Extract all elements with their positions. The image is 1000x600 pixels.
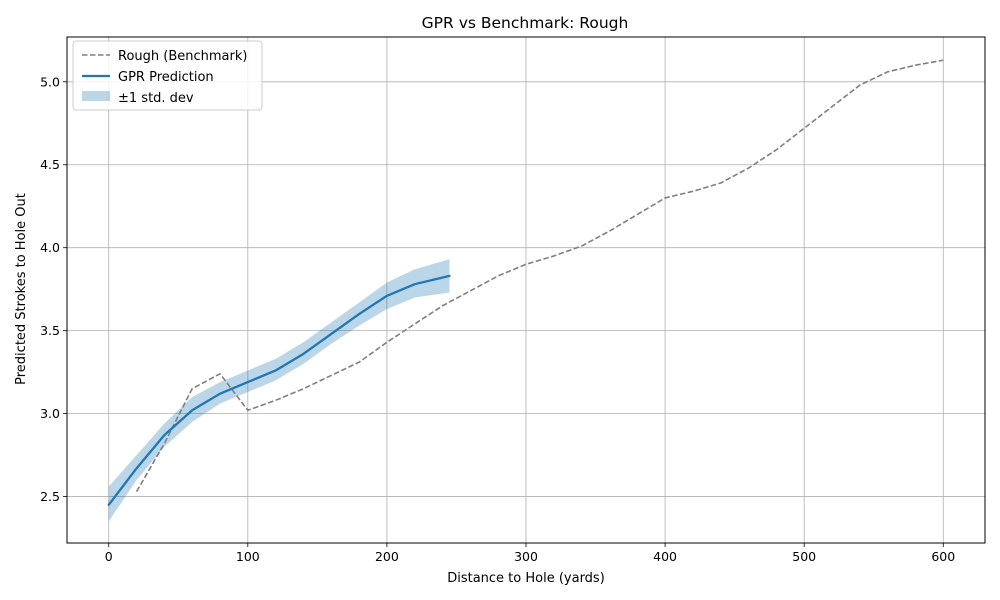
legend-label-band: ±1 std. dev bbox=[118, 91, 194, 106]
x-axis-label: Distance to Hole (yards) bbox=[447, 571, 605, 586]
y-tick-label: 4.0 bbox=[40, 240, 60, 255]
chart-title: GPR vs Benchmark: Rough bbox=[422, 14, 629, 32]
legend-label-benchmark: Rough (Benchmark) bbox=[118, 49, 247, 64]
x-tick-label: 300 bbox=[514, 549, 538, 564]
x-tick-label: 0 bbox=[105, 549, 113, 564]
y-tick-label: 3.0 bbox=[40, 406, 60, 421]
ticks: 0 100 200 300 400 500 600 2.5 3.0 3.5 4.0 4.5 5.0 bbox=[40, 74, 955, 564]
plot-area bbox=[66, 36, 986, 544]
x-tick-label: 500 bbox=[792, 549, 816, 564]
std-band-layer bbox=[108, 259, 450, 522]
legend-box bbox=[72, 40, 263, 111]
y-tick-label: 3.5 bbox=[40, 323, 60, 338]
y-tick-label: 5.0 bbox=[40, 74, 60, 89]
x-tick-label: 400 bbox=[653, 549, 677, 564]
gpr-prediction-line bbox=[107, 274, 451, 506]
y-axis-label: Predicted Strokes to Hole Out bbox=[14, 193, 29, 385]
y-tick-label: 2.5 bbox=[40, 489, 60, 504]
y-tick-label: 4.5 bbox=[40, 157, 60, 172]
std-band bbox=[108, 259, 450, 522]
x-tick-label: 100 bbox=[236, 549, 260, 564]
benchmark-line bbox=[135, 59, 944, 492]
legend: Rough (Benchmark) GPR Prediction ±1 std.… bbox=[72, 40, 263, 111]
x-tick-label: 600 bbox=[931, 549, 955, 564]
x-tick-label: 200 bbox=[375, 549, 399, 564]
grid bbox=[67, 37, 985, 543]
series-layer bbox=[107, 59, 944, 506]
legend-swatch-band bbox=[82, 91, 110, 101]
legend-label-gpr: GPR Prediction bbox=[118, 70, 214, 85]
